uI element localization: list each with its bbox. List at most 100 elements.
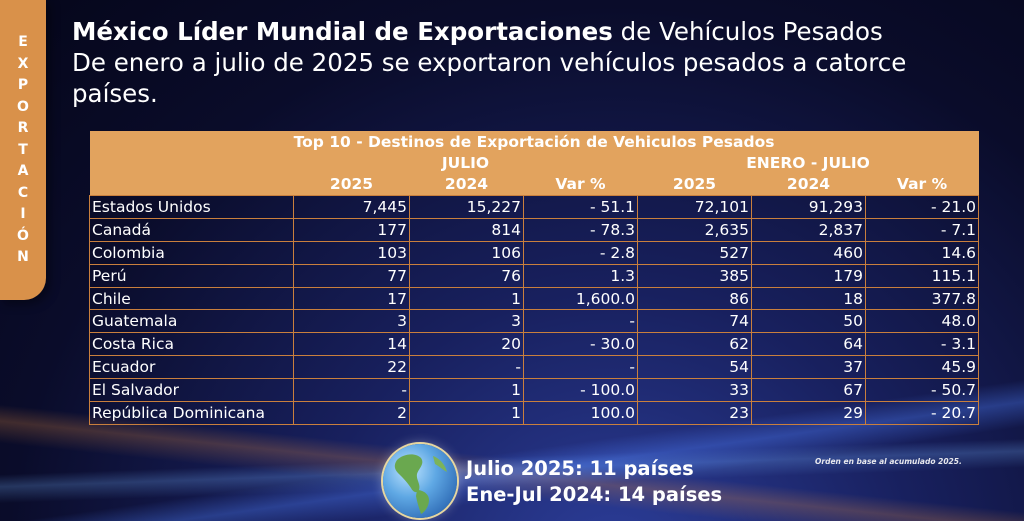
value-cell: - 50.7 <box>864 378 980 403</box>
value-cell: - 78.3 <box>523 217 638 242</box>
group-header-jan-jul: ENERO - JULIO <box>637 152 979 173</box>
country-cell: Estados Unidos <box>89 195 294 219</box>
header-country <box>89 173 294 196</box>
value-cell: 1 <box>409 378 524 403</box>
value-cell: 385 <box>637 263 752 288</box>
value-cell: 86 <box>637 286 752 311</box>
country-cell: República Dominicana <box>89 401 294 425</box>
country-cell: El Salvador <box>89 378 294 403</box>
value-cell: 2 <box>293 401 410 425</box>
value-cell: 115.1 <box>864 263 980 288</box>
summary-line1: Julio 2025: 11 países <box>466 457 694 480</box>
value-cell: 37 <box>751 355 866 380</box>
value-cell: 14.6 <box>864 240 980 265</box>
value-cell: 100.0 <box>523 401 638 425</box>
side-label-letter: E <box>18 34 28 50</box>
globe-icon <box>383 444 457 518</box>
value-cell: 1,600.0 <box>523 286 638 311</box>
table-row: Canadá 177 814- 78.3 2,635 2,837- 7.1 <box>89 217 980 242</box>
value-cell: 64 <box>751 332 866 357</box>
value-cell: 7,445 <box>293 195 410 219</box>
table-row: El Salvador -1- 100.0 33 67- 50.7 <box>89 378 980 403</box>
side-label-letter: X <box>17 55 29 72</box>
side-label-letter: C <box>17 184 29 201</box>
country-cell: Chile <box>89 286 294 311</box>
value-cell: 18 <box>751 286 866 311</box>
value-cell: 1 <box>409 286 524 311</box>
value-cell: - <box>409 355 524 380</box>
col-header: Var % <box>523 173 638 196</box>
value-cell: 377.8 <box>864 286 980 311</box>
value-cell: - 3.1 <box>864 332 980 357</box>
title-normal: de Vehículos Pesados <box>612 17 883 46</box>
value-cell: - 51.1 <box>523 195 638 219</box>
value-cell: 91,293 <box>751 195 866 219</box>
value-cell: 54 <box>637 355 752 380</box>
side-tab <box>0 0 46 300</box>
side-label-letter: Ó <box>17 227 29 244</box>
value-cell: 74 <box>637 309 752 334</box>
table-row: Costa Rica 14 20- 30.0 62 64- 3.1 <box>89 332 980 357</box>
side-label-letter: T <box>18 141 28 158</box>
side-label-letter: R <box>17 120 29 136</box>
value-cell: 3 <box>293 309 410 334</box>
value-cell: 22 <box>293 355 410 380</box>
value-cell: 77 <box>293 263 410 288</box>
table-row: Ecuador 22- -54 37 45.9 <box>89 355 980 380</box>
value-cell: - 21.0 <box>864 195 980 219</box>
country-cell: Colombia <box>89 240 294 265</box>
table-row: Guatemala 3 3-74 50 48.0 <box>89 309 980 334</box>
value-cell: 14 <box>293 332 410 357</box>
footnote: Orden en base al acumulado 2025. <box>815 457 962 466</box>
table-row: República Dominicana 2 1 100.0 23 29- 20.7 <box>89 401 980 425</box>
side-label-letter: O <box>17 98 29 115</box>
side-label-letter: P <box>17 77 29 93</box>
value-cell: 23 <box>637 401 752 425</box>
value-cell: 106 <box>409 240 524 265</box>
value-cell: 20 <box>409 332 524 357</box>
col-header: 2025 <box>637 173 752 196</box>
title-bold: México Líder Mundial de Exportaciones <box>72 17 613 46</box>
country-cell: Ecuador <box>89 355 294 380</box>
value-cell: 67 <box>751 378 866 403</box>
value-cell: 62 <box>637 332 752 357</box>
col-header: 2024 <box>409 173 524 196</box>
value-cell: 1 <box>409 401 524 425</box>
country-cell: Canadá <box>89 217 294 242</box>
value-cell: 2,635 <box>637 217 752 242</box>
summary-line2: Ene-Jul 2024: 14 países <box>466 483 723 506</box>
col-header: Var % <box>865 173 979 196</box>
col-header: 2025 <box>293 173 410 196</box>
value-cell: 50 <box>751 309 866 334</box>
value-cell: - <box>293 378 410 403</box>
value-cell: 17 <box>293 286 410 311</box>
table-row: Chile 17 1 1,600.0 86 18 377.8 <box>89 286 980 311</box>
col-header: 2024 <box>751 173 866 196</box>
value-cell: 527 <box>637 240 752 265</box>
table-row: Perú 77 76 1.3 385 179 115.1 <box>89 263 980 288</box>
value-cell: 72,101 <box>637 195 752 219</box>
title-line2: De enero a julio de 2025 se exportaron v… <box>72 48 907 108</box>
value-cell: - <box>523 309 638 334</box>
header-empty <box>89 152 294 173</box>
exports-table: Top 10 - Destinos de Exportación de Vehi… <box>89 131 980 425</box>
value-cell: 1.3 <box>523 263 638 288</box>
value-cell: 29 <box>751 401 866 425</box>
value-cell: - 30.0 <box>523 332 638 357</box>
country-cell: Guatemala <box>89 309 294 334</box>
value-cell: 103 <box>293 240 410 265</box>
value-cell: 3 <box>409 309 524 334</box>
value-cell: 76 <box>409 263 524 288</box>
country-cell: Costa Rica <box>89 332 294 357</box>
table-title: Top 10 - Destinos de Exportación de Vehi… <box>89 131 979 152</box>
value-cell: - <box>523 355 638 380</box>
group-header-july: JULIO <box>293 152 638 173</box>
value-cell: - 20.7 <box>864 401 980 425</box>
value-cell: 460 <box>751 240 866 265</box>
value-cell: 33 <box>637 378 752 403</box>
side-label-letter: N <box>17 249 29 265</box>
value-cell: - 7.1 <box>864 217 980 242</box>
table-row: Colombia 103 106- 2.8 527 460 14.6 <box>89 240 980 265</box>
value-cell: 45.9 <box>864 355 980 380</box>
